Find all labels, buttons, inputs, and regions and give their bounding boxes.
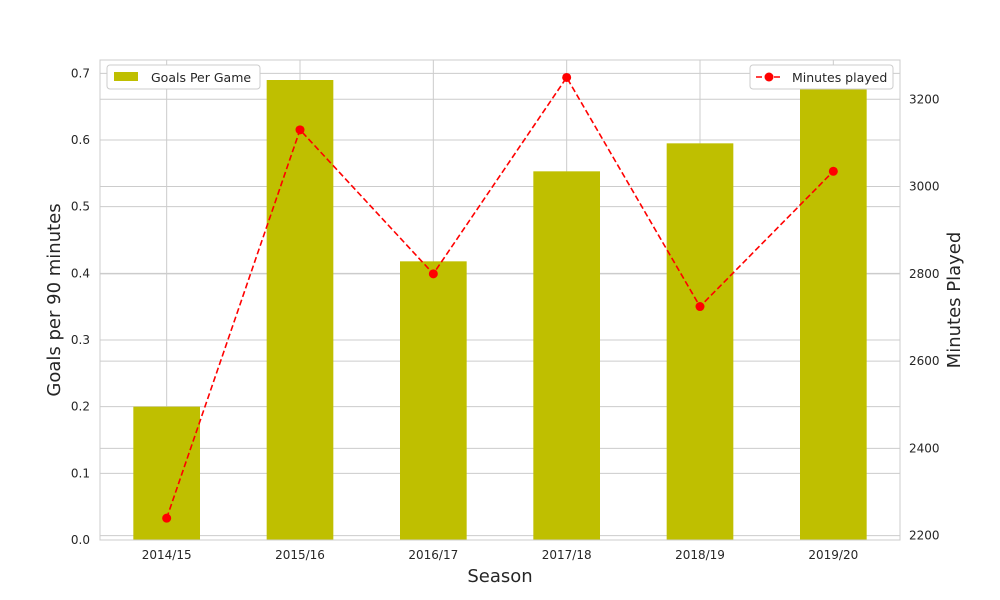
left-tick-label: 0.4 — [71, 266, 90, 280]
x-tick-label: 2016/17 — [408, 548, 458, 562]
legend-minutes-played: Minutes played — [749, 64, 894, 90]
x-tick-label: 2014/15 — [142, 548, 192, 562]
right-grid — [100, 98, 900, 537]
bar — [266, 80, 334, 540]
x-axis-title: Season — [467, 566, 532, 587]
right-tick-label: 3200 — [909, 92, 940, 106]
right-axis-ticks: 2200 2400 2600 2800 3000 3200 — [909, 92, 940, 542]
left-tick-label: 0.3 — [71, 333, 90, 347]
line-point — [295, 125, 305, 135]
bar — [533, 171, 600, 541]
left-tick-label: 0.2 — [71, 400, 90, 414]
x-axis-ticks: 2014/15 2015/16 2016/17 2017/18 2018/19 2019/… — [142, 548, 859, 562]
left-tick-label: 0.6 — [71, 133, 90, 147]
bar — [400, 261, 467, 540]
x-tick-label: 2018/19 — [675, 548, 725, 562]
legend-line-marker — [764, 72, 774, 82]
legend-bar-swatch — [114, 72, 138, 81]
right-tick-label: 2600 — [909, 354, 940, 368]
right-y-axis-title: Minutes Played — [944, 232, 965, 369]
line-point — [428, 269, 438, 279]
left-tick-label: 0.0 — [71, 533, 90, 547]
legend-box — [749, 64, 894, 90]
left-tick-label: 0.7 — [71, 66, 90, 80]
bar — [800, 86, 867, 541]
legend-label-minutes-played: Minutes played — [792, 70, 887, 85]
bar — [666, 143, 734, 541]
line-point — [162, 513, 172, 523]
x-tick-label: 2015/16 — [275, 548, 325, 562]
plot-frame — [99, 59, 901, 541]
left-axis-ticks: 0.0 0.1 0.2 0.3 0.4 0.5 0.6 0.7 — [71, 66, 90, 547]
left-tick-label: 0.1 — [71, 466, 90, 480]
line-point — [695, 302, 705, 312]
x-tick-label: 2019/20 — [808, 548, 858, 562]
plot-border — [99, 59, 901, 541]
legend-box — [106, 64, 261, 90]
line-series-minutes-played — [162, 72, 838, 523]
left-tick-label: 0.5 — [71, 200, 90, 214]
line-point — [562, 72, 572, 82]
right-tick-label: 2800 — [909, 267, 940, 281]
left-grid — [100, 72, 900, 541]
x-tick-label: 2017/18 — [542, 548, 592, 562]
legend-label-goals-per-game: Goals Per Game — [151, 70, 251, 85]
legend-goals-per-game: Goals Per Game — [106, 64, 261, 90]
right-tick-label: 3000 — [909, 180, 940, 194]
bar-series-goals-per-game — [133, 80, 867, 541]
right-tick-label: 2200 — [909, 529, 940, 543]
left-y-axis-title: Goals per 90 minutes — [44, 203, 65, 396]
minutes-line — [165, 75, 834, 519]
line-point — [828, 166, 838, 176]
right-tick-label: 2400 — [909, 441, 940, 455]
